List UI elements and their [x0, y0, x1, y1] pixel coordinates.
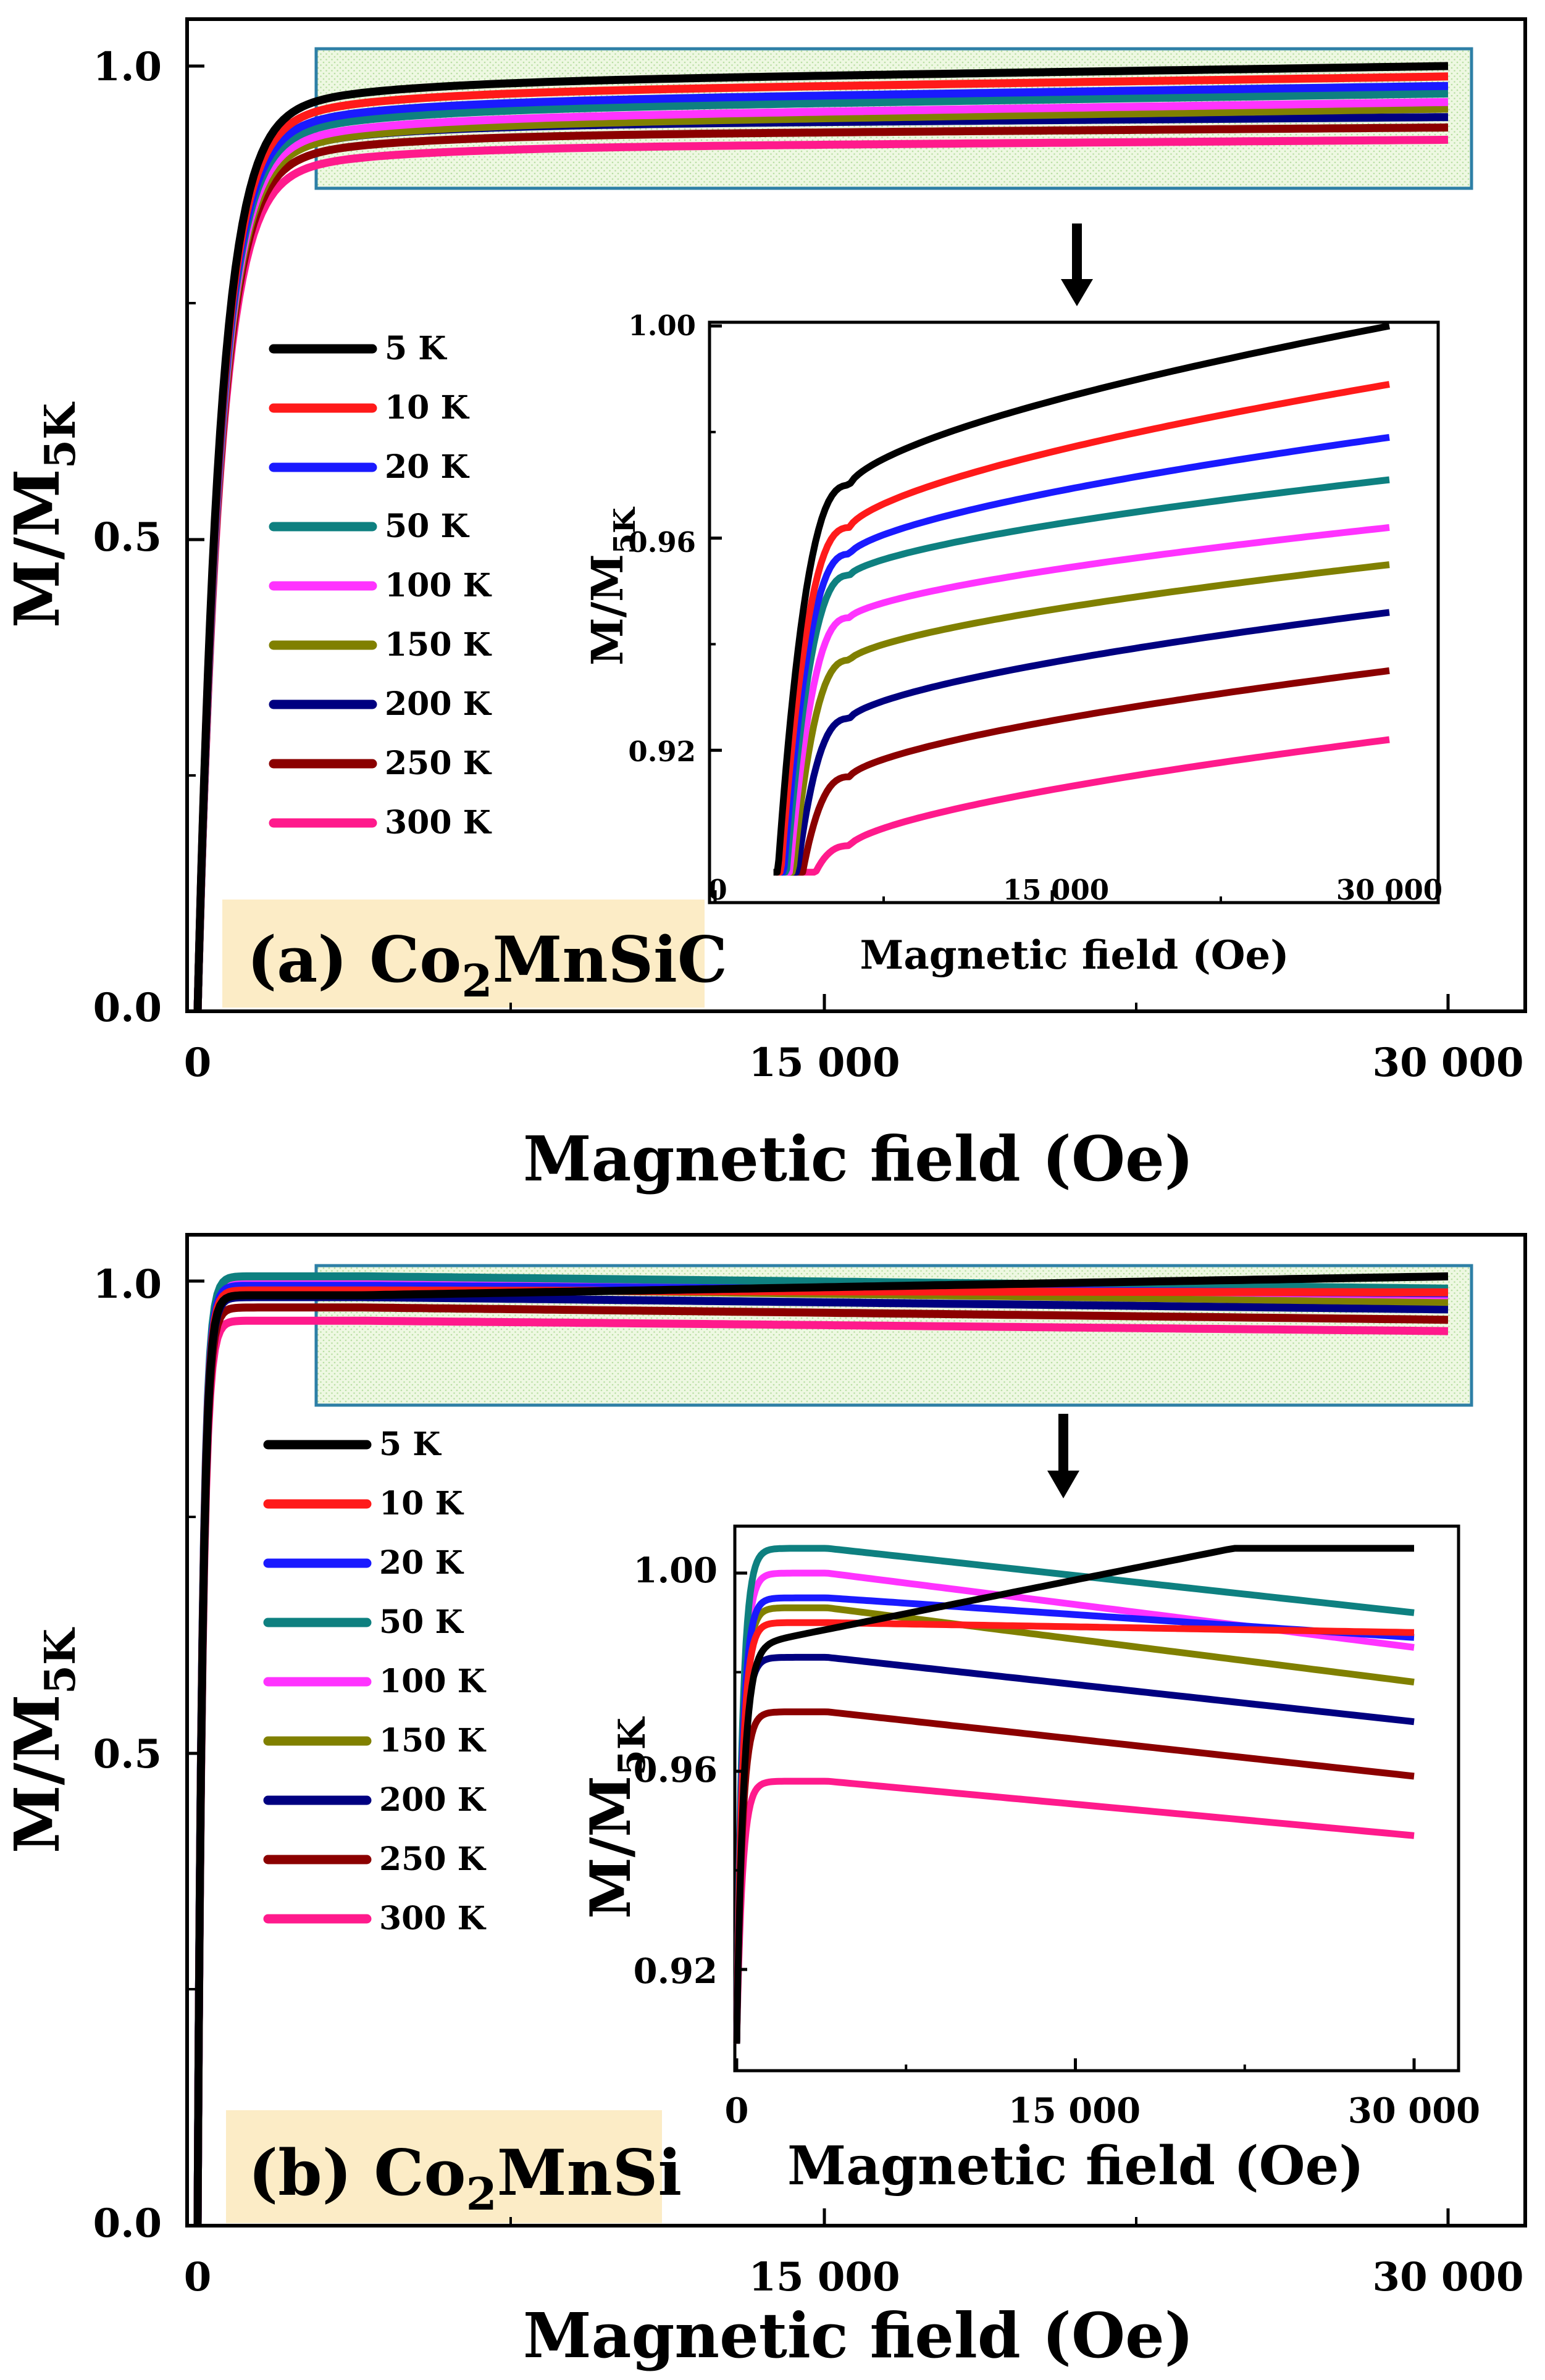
- panel-b-ylabel: M/M5K: [1, 1627, 85, 1853]
- panel-a-inset-ytick-0: 0.92: [628, 735, 696, 768]
- panel-b-label-box: [226, 2110, 662, 2223]
- panel-b-inset-curves: [733, 1545, 1415, 2044]
- panel-a-series-line: [193, 81, 1449, 1012]
- panel-b-inset-xlabel: Magnetic field (Oe): [787, 2135, 1364, 2197]
- panel-b-inset-ytick-1: 0.96: [634, 1750, 718, 1790]
- panel-a-ylabel: M/M5K: [1, 401, 85, 628]
- panel-b-xtick-1: 15 000: [749, 2254, 900, 2300]
- legend-label: 20 K: [379, 1544, 464, 1582]
- panel-a-inset-xtick-1: 15 000: [1003, 874, 1109, 906]
- legend-label: 10 K: [379, 1485, 464, 1522]
- panel-b-inset-ylabel: M/M5K: [578, 1716, 654, 1919]
- panel-b-curves: [193, 1272, 1449, 2226]
- legend-label: 300 K: [385, 804, 492, 841]
- panel-a-ytick-1: 0.5: [93, 514, 162, 561]
- panel-b-inset-ytick-2: 1.00: [634, 1550, 718, 1591]
- legend-label: 20 K: [385, 448, 469, 486]
- panel-a-inset-curves: [770, 322, 1391, 876]
- panel-a-series-line: [193, 62, 1449, 1012]
- panel-b-xtick-0: 0: [184, 2254, 212, 2300]
- panel-a-inset-series-line: [792, 736, 1390, 876]
- panel-a-label: (a) Co2MnSiC: [247, 923, 727, 1007]
- panel-b-inset-series-line: [733, 1594, 1415, 2044]
- panel-b-ticks: [187, 1279, 1450, 2228]
- panel-a-ytick-2: 1.0: [93, 44, 162, 90]
- panel-a-inset-ticks: [710, 324, 1391, 903]
- legend-label: 250 K: [385, 745, 492, 782]
- panel-a-inset-series-line: [773, 381, 1390, 876]
- panel-a-arrow: [1061, 223, 1093, 306]
- panel-b-ytick-0: 0.0: [93, 2200, 162, 2247]
- panel-b-series-line: [193, 1272, 1449, 2226]
- panel-b-inset-series-line: [733, 1604, 1415, 2044]
- panel-b-inset-ytick-0: 0.92: [634, 1951, 718, 1992]
- legend-label: 150 K: [379, 1722, 487, 1760]
- panel-b-inset-series-line: [733, 1545, 1414, 2044]
- legend-label: 5 K: [379, 1426, 442, 1463]
- panel-b-ytick-2: 1.0: [93, 1261, 162, 1308]
- legend-label: 10 K: [385, 389, 469, 427]
- panel-b-inset-ticks: [735, 1571, 1416, 2071]
- panel-a-inset-xlabel: Magnetic field (Oe): [860, 932, 1289, 979]
- legend-label: 50 K: [385, 507, 469, 545]
- panel-b-inset-series-line: [733, 1653, 1415, 2044]
- panel-b-inset: 0 15 000 30 000 0.92 0.96 1.00 Magnetic …: [578, 1524, 1480, 2197]
- panel-b-ytick-1: 0.5: [93, 1731, 162, 1777]
- panel-a-inset-xtick-0: 0: [708, 874, 727, 906]
- panel-a-xlabel: Magnetic field (Oe): [523, 1122, 1194, 1195]
- legend-label: 100 K: [379, 1663, 487, 1700]
- panel-a-inset-series-line: [770, 322, 1391, 876]
- panel-a-inset-series-line: [789, 667, 1390, 876]
- panel-a-inset-series-line: [781, 524, 1390, 876]
- legend-label: 200 K: [385, 685, 492, 723]
- panel-a-inset-ytick-2: 1.00: [628, 309, 696, 342]
- panel-b: (b) Co2MnSi 0 15 000 30 000 0.0 0.5 1.0 …: [1, 1233, 1527, 2372]
- legend-label: 250 K: [379, 1840, 487, 1878]
- panel-a-series-line: [193, 72, 1449, 1012]
- panel-a-inset-xtick-2: 30 000: [1336, 874, 1442, 906]
- panel-a-inset-series-line: [784, 561, 1390, 876]
- legend-label: 50 K: [379, 1603, 464, 1641]
- panel-a-inset-ytick-1: 0.96: [628, 526, 696, 559]
- panel-a-xtick-1: 15 000: [749, 1040, 900, 1086]
- panel-a-inset-series-line: [787, 609, 1390, 876]
- panel-b-arrow: [1047, 1414, 1079, 1498]
- panel-a-inset-series-line: [776, 433, 1390, 876]
- panel-a-label-box: [222, 900, 705, 1008]
- panel-a-frame: [185, 17, 1527, 1013]
- legend-label: 300 K: [379, 1900, 487, 1937]
- panel-b-label: (b) Co2MnSi: [248, 2136, 682, 2220]
- panel-b-xtick-2: 30 000: [1373, 2254, 1524, 2300]
- panel-b-inset-series-line: [733, 1545, 1415, 2044]
- panel-b-inset-series-line: [733, 1777, 1415, 2044]
- panel-b-frame: [185, 1233, 1527, 2228]
- panel-a-ytick-0: 0.0: [93, 985, 162, 1031]
- panel-b-series-line: [193, 1303, 1449, 2226]
- panel-a-curves: [193, 62, 1449, 1012]
- legend-label: 5 K: [385, 330, 447, 367]
- panel-a-legend: 5 K 10 K 20 K 50 K 100 K 150 K 200 K 250 K 300 K: [269, 330, 492, 841]
- panel-a-ticks: [187, 64, 1450, 1013]
- panel-b-xlabel: Magnetic field (Oe): [523, 2299, 1194, 2372]
- panel-b-series-line: [193, 1316, 1449, 2226]
- panel-a: (a) Co2MnSiC 0 15 000 30 000 0.0 0.5 1.0…: [1, 17, 1527, 1195]
- panel-b-inset-xtick-2: 30 000: [1348, 2090, 1480, 2131]
- panel-a-inset-frame: [708, 320, 1440, 904]
- panel-a-series-line: [193, 123, 1449, 1012]
- legend-label: 200 K: [379, 1781, 487, 1819]
- panel-a-xtick-0: 0: [184, 1040, 212, 1086]
- panel-a-xtick-2: 30 000: [1373, 1040, 1524, 1086]
- legend-label: 150 K: [385, 626, 492, 664]
- legend-label: 100 K: [385, 567, 492, 604]
- panel-b-inset-xtick-1: 15 000: [1008, 2090, 1141, 2131]
- panel-b-legend: 5 K 10 K 20 K 50 K 100 K 150 K 200 K 250 K 300 K: [263, 1426, 487, 1937]
- panel-a-inset-series-line: [779, 476, 1390, 876]
- panel-b-inset-xtick-0: 0: [725, 2090, 749, 2131]
- panel-b-inset-series-line: [733, 1619, 1415, 2044]
- panel-a-inset-ylabel: M/M5K: [582, 506, 642, 666]
- panel-a-series-line: [193, 135, 1449, 1012]
- panel-b-inset-series-line: [733, 1708, 1415, 2044]
- panel-a-inset: 0 15 000 30 000 0.92 0.96 1.00 Magnetic …: [582, 309, 1442, 979]
